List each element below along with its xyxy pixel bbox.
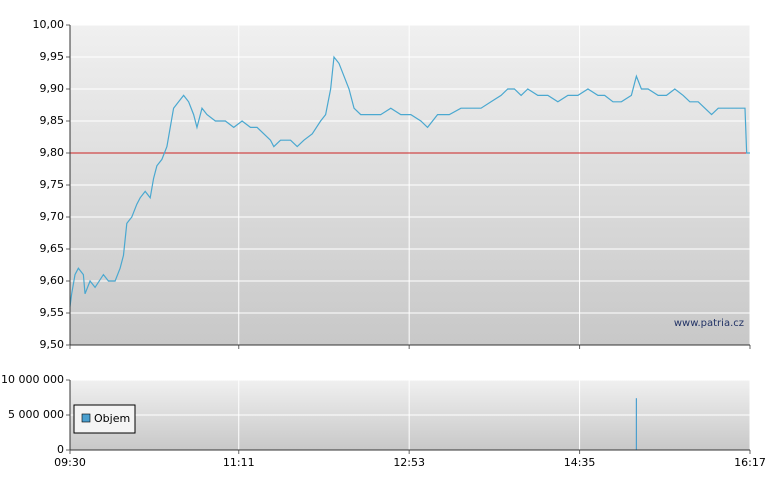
price-line [69,55,750,307]
y-tick-label: 9,80 [40,146,65,159]
y-tick-label: 9,85 [40,114,65,127]
y-tick-label: 9,90 [40,82,65,95]
y-tick-label: 9,65 [40,242,65,255]
y-tick-label: 10,00 [33,18,65,31]
watermark: www.patria.cz [674,318,744,329]
x-tick-label: 11:11 [223,456,255,469]
x-tick-label: 16:17 [734,456,766,469]
y-tick-label: 9,70 [40,210,65,223]
y-tick-label: 9,60 [40,274,65,287]
volume-bar [635,398,637,450]
x-tick-label: 12:53 [393,456,425,469]
y-tick-label: 9,50 [40,338,65,351]
y-tick-label: 5 000 000 [8,408,64,421]
y-tick-label: 9,95 [40,50,65,63]
x-tick-label: 09:30 [54,456,86,469]
legend-swatch [81,413,91,423]
x-tick-label: 14:35 [564,456,596,469]
y-tick-label: 9,55 [40,306,65,319]
y-tick-label: 0 [57,443,64,456]
y-tick-label: 9,75 [40,178,65,191]
legend-label: Objem [94,412,130,425]
y-tick-label: 10 000 000 [1,373,64,386]
